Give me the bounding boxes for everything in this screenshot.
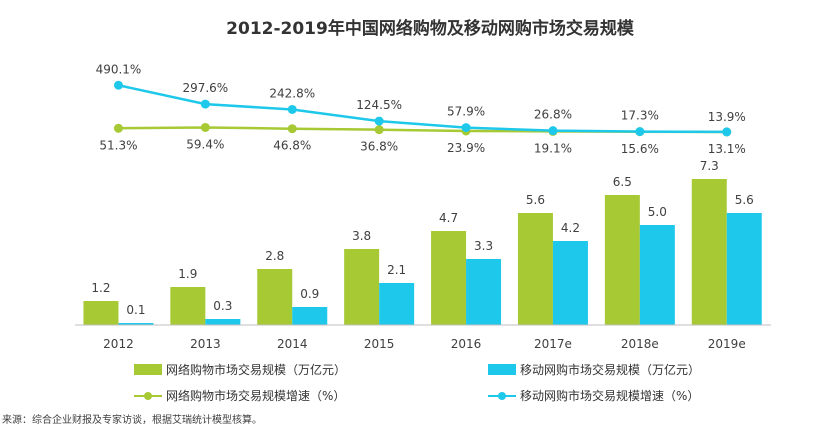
online-growth-point — [287, 124, 297, 134]
legend: 网络购物市场交易规模（万亿元） 移动网购市场交易规模（万亿元） 网络购物市场交易… — [134, 362, 700, 403]
legend-mobile-line-label: 移动网购市场交易规模增速（%） — [520, 388, 699, 403]
online-growth-label: 15.6% — [621, 142, 659, 156]
online-growth-point — [113, 123, 123, 133]
online-bar — [517, 213, 553, 325]
online-bar-value-label: 5.6 — [526, 193, 545, 207]
online-bar-value-label: 1.2 — [91, 281, 110, 295]
mobile-growth-point — [374, 116, 384, 126]
mobile-bar — [466, 259, 502, 325]
online-bar — [257, 269, 293, 325]
online-bar — [344, 249, 380, 325]
mobile-bar-value-label: 3.3 — [474, 239, 493, 253]
online-growth-label: 13.1% — [708, 142, 746, 156]
mobile-growth-point — [548, 126, 558, 136]
mobile-bar-value-label: 0.3 — [213, 299, 232, 313]
online-bar — [604, 195, 640, 325]
legend-mobile-bar-label: 移动网购市场交易规模（万亿元） — [520, 362, 700, 377]
mobile-growth-label: 57.9% — [447, 105, 485, 119]
mobile-bar-value-label: 4.2 — [561, 221, 580, 235]
mobile-growth-point — [635, 127, 645, 137]
online-bar-value-label: 4.7 — [439, 211, 458, 225]
legend-online-bar-label: 网络购物市场交易规模（万亿元） — [166, 362, 346, 377]
legend-item-online-line: 网络购物市场交易规模增速（%） — [134, 388, 345, 403]
legend-online-line-label: 网络购物市场交易规模增速（%） — [166, 388, 345, 403]
mobile-bar — [205, 319, 241, 325]
mobile-bar-value-label: 0.1 — [126, 303, 145, 317]
online-growth-label: 46.8% — [273, 139, 311, 153]
legend-item-mobile-bar: 移动网购市场交易规模（万亿元） — [488, 362, 700, 377]
mobile-growth-point — [722, 127, 732, 137]
mobile-bar-value-label: 5.6 — [735, 193, 754, 207]
mobile-growth-line — [118, 84, 727, 134]
legend-online-line-marker — [144, 392, 152, 400]
online-growth-label: 59.4% — [186, 137, 224, 151]
online-growth-point — [374, 125, 384, 135]
mobile-bar — [118, 323, 154, 325]
mobile-bar — [552, 241, 588, 325]
growth-lines: 51.3% 59.4% 46.8% 36.8% 23.9% 19.1% 15.6% 13.1%… — [96, 62, 746, 156]
online-growth-label: 23.9% — [447, 141, 485, 155]
legend-mobile-line-marker — [498, 392, 506, 400]
online-growth-label: 19.1% — [534, 141, 572, 155]
x-tick-label: 2014 — [277, 337, 308, 351]
chart-title: 2012-2019年中国网络购物及移动网购市场交易规模 — [226, 18, 635, 39]
x-axis-ticks: 2012 2013 2014 2015 2016 2017e 2018e 2019e — [103, 337, 746, 351]
mobile-bar — [379, 283, 415, 325]
online-bar-value-label: 6.5 — [613, 175, 632, 189]
mobile-bar-value-label: 5.0 — [648, 205, 667, 219]
mobile-growth-point — [200, 99, 210, 109]
mobile-bar-value-label: 0.9 — [300, 287, 319, 301]
online-bar — [431, 231, 467, 325]
online-bar — [170, 287, 206, 325]
online-bar-value-label: 2.8 — [265, 249, 284, 263]
online-bar — [83, 301, 119, 325]
x-tick-label: 2018e — [621, 337, 659, 351]
x-tick-label: 2012 — [103, 337, 134, 351]
mobile-growth-label: 13.9% — [708, 110, 746, 124]
online-bar-value-label: 7.3 — [700, 159, 719, 173]
mobile-bar — [292, 307, 328, 325]
online-bar-value-label: 3.8 — [352, 229, 371, 243]
legend-item-mobile-line: 移动网购市场交易规模增速（%） — [488, 388, 699, 403]
online-bar-value-label: 1.9 — [178, 267, 197, 281]
online-bar — [691, 179, 727, 325]
mobile-growth-label: 17.3% — [621, 109, 659, 123]
mobile-growth-label: 242.8% — [269, 86, 315, 100]
online-growth-label: 36.8% — [360, 140, 398, 154]
online-growth-label: 51.3% — [99, 138, 137, 152]
mobile-bar — [639, 225, 675, 325]
online-growth-point — [200, 122, 210, 132]
mobile-growth-label: 26.8% — [534, 108, 572, 122]
x-tick-label: 2013 — [190, 337, 221, 351]
x-tick-label: 2017e — [534, 337, 572, 351]
mobile-growth-point — [461, 123, 471, 133]
legend-mobile-bar-swatch — [488, 364, 516, 375]
x-tick-label: 2016 — [451, 337, 482, 351]
mobile-growth-label: 490.1% — [96, 62, 142, 76]
mobile-bar — [726, 213, 762, 325]
mobile-bar-value-label: 2.1 — [387, 263, 406, 277]
mobile-growth-label: 124.5% — [356, 98, 402, 112]
legend-item-online-bar: 网络购物市场交易规模（万亿元） — [134, 362, 346, 377]
legend-online-bar-swatch — [134, 364, 162, 375]
source-note: 来源：综合企业财报及专家访谈，根据艾瑞统计模型核算。 — [2, 413, 262, 426]
mobile-growth-point — [113, 80, 123, 90]
x-tick-label: 2015 — [364, 337, 395, 351]
mobile-growth-point — [287, 104, 297, 114]
x-tick-label: 2019e — [708, 337, 746, 351]
mobile-growth-label: 297.6% — [182, 81, 228, 95]
bars: 1.2 0.1 1.9 0.3 2.8 0.9 3.8 2.1 4.7 3.3 5.6 4.2 6.5 5… — [83, 159, 762, 325]
